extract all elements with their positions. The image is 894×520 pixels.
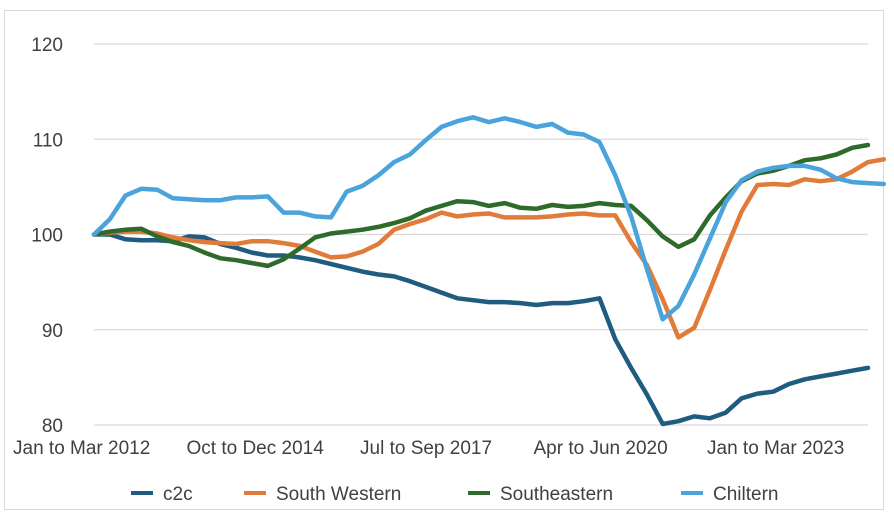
x-tick-label: Apr to Jun 2020 [534,438,668,459]
y-tick-label: 100 [31,226,63,247]
y-tick-label: 90 [42,321,63,342]
chart-frame [4,10,884,510]
y-tick-label: 110 [33,130,63,151]
x-tick-label: Jan to Mar 2012 [13,438,150,459]
x-tick-label: Jan to Mar 2023 [707,438,844,459]
legend-label: South Western [276,484,401,505]
x-tick-label: Oct to Dec 2014 [187,438,325,459]
y-tick-label: 120 [31,35,63,56]
legend-label: c2c [163,484,193,505]
series-line-south-western [91,157,887,340]
x-tick-label: Jul to Sep 2017 [360,438,492,459]
series-line-southeastern [91,142,871,269]
legend-label: Chiltern [713,484,778,505]
y-tick-label: 80 [42,416,63,437]
series-line-chiltern [91,115,887,322]
legend-label: Southeastern [500,484,613,505]
